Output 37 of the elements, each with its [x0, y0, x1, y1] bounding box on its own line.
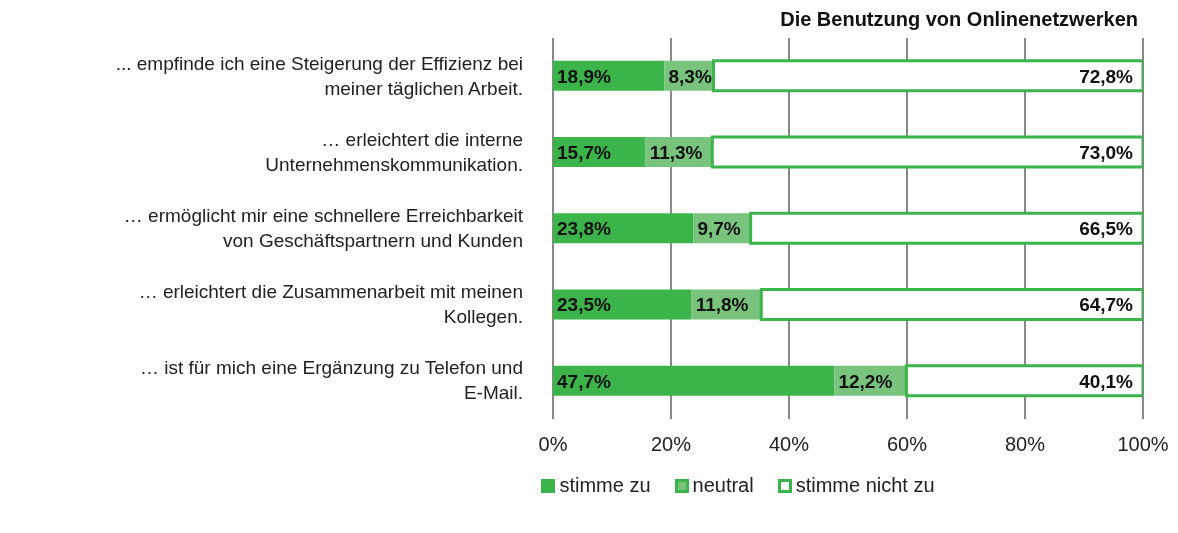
x-tick-label: 20%: [650, 433, 692, 456]
data-label: 72,8%: [1079, 65, 1134, 87]
chart-title: Die Benutzung von Onlinenetzwerken: [779, 8, 1138, 32]
data-label: 12,2%: [838, 370, 893, 392]
bar: [749, 211, 1143, 245]
y-tick-label: … ist für mich eine Ergänzung zu Telefon und E-Mail.: [139, 357, 523, 404]
bar: [904, 364, 1143, 398]
data-label: 40,1%: [1079, 370, 1134, 392]
bar: [710, 135, 1143, 169]
bar: [759, 287, 1143, 321]
bar: [711, 59, 1143, 93]
data-label: 9,7%: [697, 218, 741, 240]
data-label: 23,5%: [557, 294, 611, 316]
data-label: 18,9%: [557, 65, 611, 87]
x-tick-label: 40%: [768, 433, 810, 456]
data-label: 47,7%: [557, 370, 611, 392]
x-tick-label: 100%: [1117, 433, 1169, 456]
legend-label: stimme zu: [558, 474, 651, 497]
x-tick-label: 0%: [538, 433, 568, 456]
data-label: 15,7%: [557, 142, 611, 164]
data-label: 64,7%: [1079, 294, 1134, 316]
bar: [553, 289, 692, 320]
y-tick-label: … erleichtert die interne Unternehmenskommunikation.: [265, 128, 523, 175]
data-label: 66,5%: [1079, 218, 1134, 240]
data-label: 11,3%: [649, 142, 703, 164]
legend-label: neutral: [691, 474, 754, 497]
data-label: 11,8%: [695, 294, 749, 316]
x-tick-label: 60%: [886, 433, 928, 456]
data-label: 73,0%: [1079, 142, 1134, 164]
data-label: 23,8%: [557, 218, 611, 240]
data-label: 8,3%: [668, 65, 712, 87]
x-tick-label: 80%: [1004, 433, 1046, 456]
y-tick-label: … erleichtert die Zusammenarbeit mit meinen Kollegen.: [138, 281, 523, 328]
y-tick-label: … ermöglicht mir eine schnellere Erreichbarkeit von Geschäftspartnern und Kunden: [123, 205, 524, 251]
bar: [553, 365, 835, 396]
y-tick-label: ... empfinde ich eine Steigerung der Effizienz bei meiner täglichen Arbeit.: [115, 52, 523, 99]
legend-label: stimme nicht zu: [794, 474, 935, 497]
